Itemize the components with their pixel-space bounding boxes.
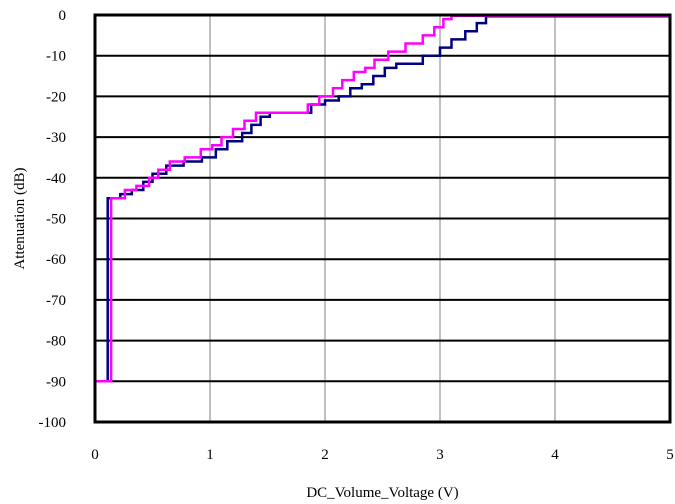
x-axis-label: DC_Volume_Voltage (V) [306,485,458,501]
y-tick-label: -10 [46,49,66,65]
x-tick-label: 1 [206,447,214,463]
x-tick-label: 3 [436,447,444,463]
y-tick-label: -70 [46,293,66,309]
series-group [95,14,670,383]
x-tick-label: 4 [551,447,559,463]
plot-area-border [93,13,672,424]
y-tick-label: -100 [39,415,67,431]
y-tick-label: -50 [46,212,66,228]
tick-labels: 0 1 2 3 4 5 0 -10 -20 -30 -40 -50 -60 -70 -80 -90 -100 [39,8,674,463]
x-tick-label: 0 [91,447,99,463]
y-tick-label: -40 [46,171,66,187]
y-tick-label: -60 [46,252,66,268]
x-tick-label: 5 [666,447,674,463]
y-tick-label: -90 [46,374,66,390]
y-tick-label: -80 [46,334,66,350]
y-axis-label: Attenuation (dB) [12,167,28,269]
x-tick-label: 2 [321,447,329,463]
series-line-2 [95,14,670,383]
y-tick-label: -30 [46,130,66,146]
y-tick-label: -20 [46,89,66,105]
grid [95,15,670,422]
y-tick-label: 0 [59,8,67,24]
